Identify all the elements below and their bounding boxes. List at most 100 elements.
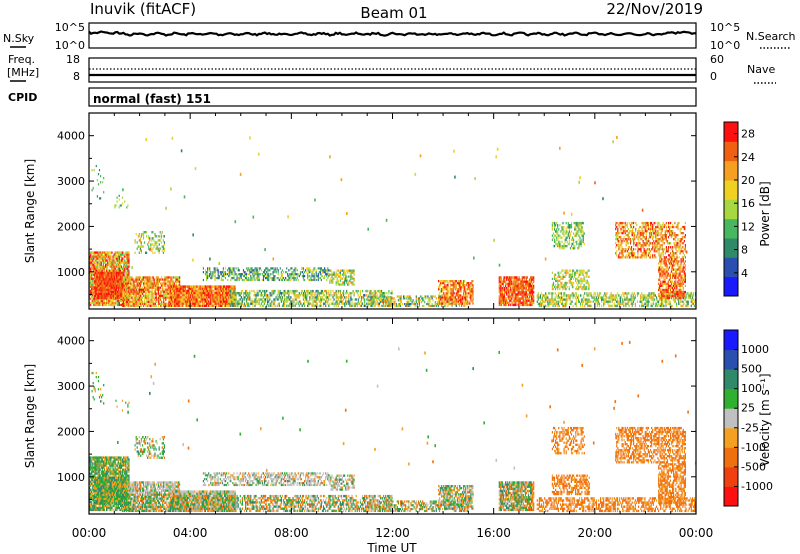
heatmap-cell (137, 288, 139, 291)
heatmap-cell (209, 304, 211, 307)
heatmap-cell (439, 286, 441, 289)
heatmap-cell (258, 298, 260, 301)
heatmap-cell (102, 303, 104, 307)
power-heatmap (89, 136, 697, 308)
heatmap-cell (171, 291, 173, 295)
heatmap-cell (104, 294, 106, 298)
heatmap-cell (302, 267, 305, 270)
heatmap-cell (98, 303, 100, 307)
heatmap-cell (500, 291, 502, 294)
heatmap-cell (256, 294, 258, 297)
heatmap-cell (118, 263, 120, 266)
heatmap-cell (245, 271, 247, 274)
heatmap-cell (526, 284, 528, 288)
heatmap-cell (368, 294, 370, 297)
heatmap-cell (294, 267, 296, 270)
heatmap-cell (96, 259, 98, 262)
heatmap-cell (574, 296, 576, 299)
heatmap-cell (425, 295, 427, 298)
heatmap-cell (242, 304, 245, 307)
heatmap-cell (94, 271, 96, 275)
heatmap-cell (119, 271, 121, 275)
heatmap-cell (201, 302, 203, 305)
heatmap-cell (158, 243, 160, 246)
heatmap-cell (409, 299, 411, 302)
heatmap-cell (172, 287, 174, 290)
heatmap-cell (466, 299, 468, 302)
heatmap-cell (90, 263, 92, 266)
heatmap-cell (103, 303, 106, 307)
heatmap-cell (234, 292, 236, 295)
heatmap-cell (105, 276, 107, 279)
heatmap-cell (101, 301, 103, 305)
heatmap-cell (121, 271, 123, 275)
heatmap-cell (160, 286, 162, 289)
heatmap-cell (126, 276, 128, 279)
heatmap-cell (139, 302, 142, 305)
heatmap-cell (176, 278, 179, 281)
heatmap-cell (407, 295, 409, 298)
heatmap-cell (183, 300, 185, 303)
heatmap-cell (177, 289, 179, 293)
heatmap-cell (227, 302, 229, 305)
heatmap-cell (142, 278, 144, 281)
heatmap-cell (508, 295, 510, 298)
heatmap-cell (238, 302, 240, 305)
heatmap-cell (109, 282, 111, 285)
heatmap-cell (198, 293, 200, 297)
heatmap-cell (213, 289, 215, 293)
heatmap-cell (220, 289, 222, 293)
heatmap-cell (168, 302, 170, 305)
heatmap-cell (113, 257, 115, 260)
heatmap-cell (120, 284, 122, 287)
heatmap-cell (311, 278, 313, 282)
heatmap-cell (224, 304, 226, 307)
heatmap-cell (227, 285, 229, 288)
heatmap-cell (572, 304, 574, 308)
heatmap-cell (284, 278, 286, 282)
heatmap-cell (142, 280, 144, 283)
heatmap-cell (502, 284, 505, 288)
heatmap-cell (292, 289, 294, 293)
heatmap-cell (113, 273, 116, 277)
heatmap-cell (103, 282, 105, 285)
heatmap-cell (125, 292, 127, 295)
heatmap-cell (143, 290, 145, 293)
heatmap-cell (418, 297, 420, 300)
heatmap-cell (120, 273, 123, 276)
heatmap-cell (210, 273, 212, 276)
heatmap-cell (196, 291, 198, 295)
heatmap-cell (138, 286, 140, 289)
heatmap-cell (511, 282, 513, 286)
heatmap-cell (237, 277, 239, 280)
heatmap-cell (142, 288, 144, 291)
heatmap-cell (153, 245, 155, 248)
heatmap-cell (472, 294, 474, 297)
heatmap-cell (234, 300, 236, 303)
heatmap-cell (341, 292, 344, 295)
heatmap-cell (532, 299, 534, 302)
heatmap-cell (434, 301, 436, 304)
heatmap-cell (440, 284, 442, 287)
heatmap-cell (498, 297, 500, 300)
heatmap-cell (149, 239, 151, 242)
heatmap-cell (211, 300, 213, 303)
heatmap-cell (233, 296, 235, 299)
heatmap-cell (156, 288, 158, 291)
heatmap-cell (211, 285, 213, 288)
heatmap-cell (499, 284, 501, 288)
heatmap-cell (113, 292, 116, 296)
heatmap-cell (307, 273, 309, 276)
heatmap-cell (469, 300, 471, 303)
heatmap-cell (147, 294, 149, 297)
heatmap-cell (116, 273, 118, 277)
heatmap-cell (459, 302, 462, 305)
heatmap-cell (524, 299, 526, 302)
heatmap-cell (209, 285, 211, 288)
heatmap-cell (172, 293, 174, 297)
heatmap-cell (311, 304, 313, 307)
heatmap-cell (408, 303, 410, 306)
heatmap-cell (135, 290, 137, 293)
heatmap-cell (124, 279, 126, 282)
heatmap-cell (233, 267, 235, 270)
